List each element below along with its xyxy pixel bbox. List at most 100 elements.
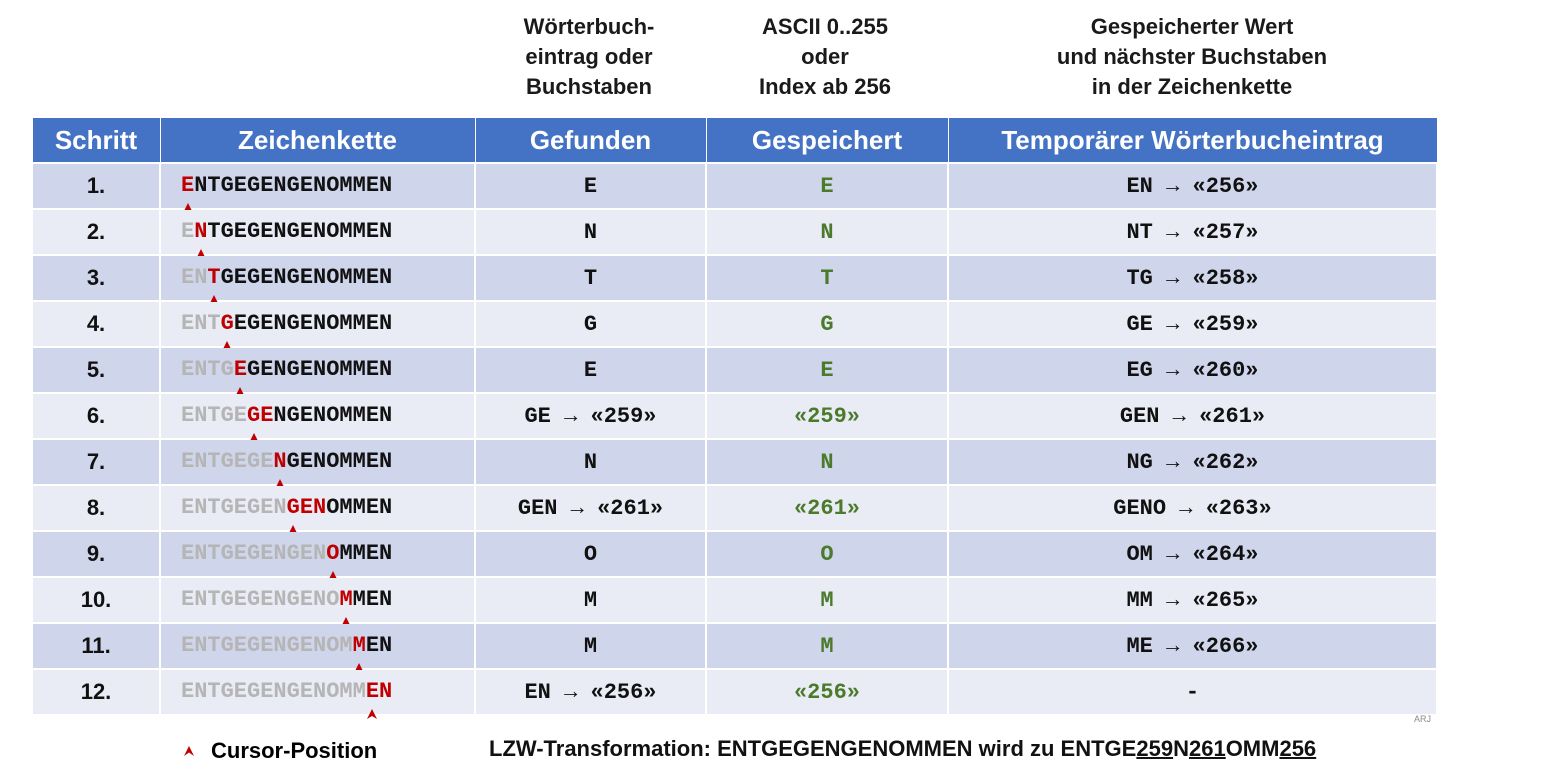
chain-processed: ENTGEGE xyxy=(181,449,274,474)
chain-string: ENTGEGENGENOMMEN xyxy=(181,357,393,397)
step-cell: 5. xyxy=(31,346,161,394)
temp-entry-cell: OM → «264» xyxy=(947,530,1438,578)
found-cell: O xyxy=(474,530,707,578)
chain-string: ENTGEGENGENOMMEN xyxy=(181,219,393,259)
stored-subheader: ASCII 0..255 oder Index ab 256 xyxy=(758,14,892,99)
chain-match: GE xyxy=(247,403,274,428)
chain-match: N xyxy=(273,449,287,474)
stored-cell: «261» xyxy=(705,484,949,532)
result-code-259: 259 xyxy=(1136,736,1174,761)
found-cell: EN → «256» xyxy=(474,668,707,716)
stored-cell: G xyxy=(705,300,949,348)
stored-cell: N xyxy=(705,438,949,486)
table-row: 8. ENTGEGENGENOMMEN GEN → «261» «261» GENO →… xyxy=(31,484,1438,535)
step-cell: 1. xyxy=(31,162,161,210)
chain-cell: ENTGEGENGENOMMEN xyxy=(159,254,476,305)
found-cell: N xyxy=(474,438,707,486)
found-cell: N xyxy=(474,208,707,256)
chain-string: ENTGEGENGENOMMEN xyxy=(181,449,392,489)
chain-remaining: EGENGENOMMEN xyxy=(233,311,393,336)
chain-remaining: GEGENGENOMMEN xyxy=(220,265,393,290)
step-cell: 11. xyxy=(31,622,161,670)
temp-entry-cell: TG → «258» xyxy=(947,254,1438,302)
result-mid-2: OMM xyxy=(1225,736,1280,761)
credit: ARJ xyxy=(1414,714,1432,724)
lzw-result: LZW-Transformation: ENTGEGENGENOMMEN wir… xyxy=(489,736,1316,762)
stored-cell: O xyxy=(705,530,949,578)
stored-cell: E xyxy=(705,346,949,394)
chain-match: EN xyxy=(365,679,393,704)
temp-entry-cell: - xyxy=(947,668,1438,716)
chain-match: O xyxy=(326,541,340,566)
chain-string: ENTGEGENGENOMMEN xyxy=(181,633,392,673)
step-cell: 4. xyxy=(31,300,161,348)
chain-processed: EN xyxy=(181,265,208,290)
legend-label: Cursor-Position xyxy=(211,738,378,763)
chain-processed: ENTG xyxy=(181,357,234,382)
header-stored: Gespeichert xyxy=(705,117,949,164)
step-cell: 7. xyxy=(31,438,161,486)
temp-entry-cell: ME → «266» xyxy=(947,622,1438,670)
step-cell: 3. xyxy=(31,254,161,302)
chain-cell: ENTGEGENGENOMMEN xyxy=(159,576,476,627)
table-row: 12. ENTGEGENGENOMMEN EN → «256» «256» - xyxy=(31,668,1438,719)
chain-string: ENTGEGENGENOMMEN xyxy=(181,495,393,535)
temp-entry-cell: NT → «257» xyxy=(947,208,1438,256)
chain-match: GEN xyxy=(286,495,327,520)
table-row: 9. ENTGEGENGENOMMEN O O OM → «264» xyxy=(31,530,1438,581)
chain-processed: ENTGEGENGEN xyxy=(181,541,327,566)
stored-cell: M xyxy=(705,622,949,670)
chain-cell: ENTGEGENGENOMMEN xyxy=(159,530,476,581)
chain-cell: ENTGEGENGENOMMEN xyxy=(159,300,476,351)
cursor-caret-icon xyxy=(183,744,195,756)
chain-remaining: NTGEGENGENOMMEN xyxy=(194,173,393,198)
table-row: 11. ENTGEGENGENOMMEN M M ME → «266» xyxy=(31,622,1438,673)
chain-remaining: GENGENOMMEN xyxy=(247,357,393,382)
header-chain: Zeichenkette xyxy=(159,117,476,164)
chain-processed: ENTGEGENGENOM xyxy=(181,633,353,658)
chain-cell: ENTGEGENGENOMMEN xyxy=(159,162,476,213)
chain-string: ENTGEGENGENOMMEN xyxy=(181,403,392,443)
chain-match: E xyxy=(233,357,248,382)
chain-cell: ENTGEGENGENOMMEN xyxy=(159,346,476,397)
stored-cell: «256» xyxy=(705,668,949,716)
chain-string: ENTGEGENGENOMMEN xyxy=(181,587,393,627)
stored-cell: T xyxy=(705,254,949,302)
table-row: 7. ENTGEGENGENOMMEN N N NG → «262» xyxy=(31,438,1438,489)
table-row: 1. ENTGEGENGENOMMEN E E EN → «256» xyxy=(31,162,1438,213)
found-cell: M xyxy=(474,576,707,624)
chain-cell: ENTGEGENGENOMMEN xyxy=(159,484,476,535)
chain-processed: ENTGEGENGENO xyxy=(181,587,340,612)
chain-string: ENTGEGENGENOMMEN xyxy=(181,541,392,581)
stored-cell: «259» xyxy=(705,392,949,440)
found-cell: E xyxy=(474,162,707,210)
found-cell: E xyxy=(474,346,707,394)
temp-entry-cell: EG → «260» xyxy=(947,346,1438,394)
table-row: 6. ENTGEGENGENOMMEN GE → «259» «259» GEN → «… xyxy=(31,392,1438,443)
chain-remaining: OMMEN xyxy=(326,495,393,520)
chain-string: ENTGEGENGENOMMEN xyxy=(181,173,393,213)
temp-entry-cell: NG → «262» xyxy=(947,438,1438,486)
found-subheader: Wörterbuch- eintrag oder Buchstaben xyxy=(523,14,655,99)
table-row: 4. ENTGEGENGENOMMEN G G GE → «259» xyxy=(31,300,1438,351)
step-cell: 2. xyxy=(31,208,161,256)
table-header-row: Schritt Zeichenkette Gefunden Gespeicher… xyxy=(31,117,1438,164)
chain-processed: ENTGEGEN xyxy=(181,495,287,520)
header-temp: Temporärer Wörterbucheintrag xyxy=(947,117,1438,164)
chain-match: M xyxy=(352,633,366,658)
found-cell: M xyxy=(474,622,707,670)
chain-remaining: MEN xyxy=(352,587,393,612)
step-cell: 10. xyxy=(31,576,161,624)
table-row: 10. ENTGEGENGENOMMEN M M MM → «265» xyxy=(31,576,1438,627)
chain-string: ENTGEGENGENOMMEN xyxy=(181,679,393,719)
result-code-261: 261 xyxy=(1188,736,1226,761)
header-step: Schritt xyxy=(31,117,161,164)
chain-remaining: TGEGENGENOMMEN xyxy=(207,219,393,244)
chain-cell: ENTGEGENGENOMMEN xyxy=(159,438,476,489)
found-cell: GE → «259» xyxy=(474,392,707,440)
chain-match: T xyxy=(207,265,221,290)
lzw-table: Schritt Zeichenkette Gefunden Gespeicher… xyxy=(31,117,1438,719)
temp-entry-cell: GEN → «261» xyxy=(947,392,1438,440)
chain-match: G xyxy=(220,311,234,336)
chain-processed: ENT xyxy=(181,311,221,336)
